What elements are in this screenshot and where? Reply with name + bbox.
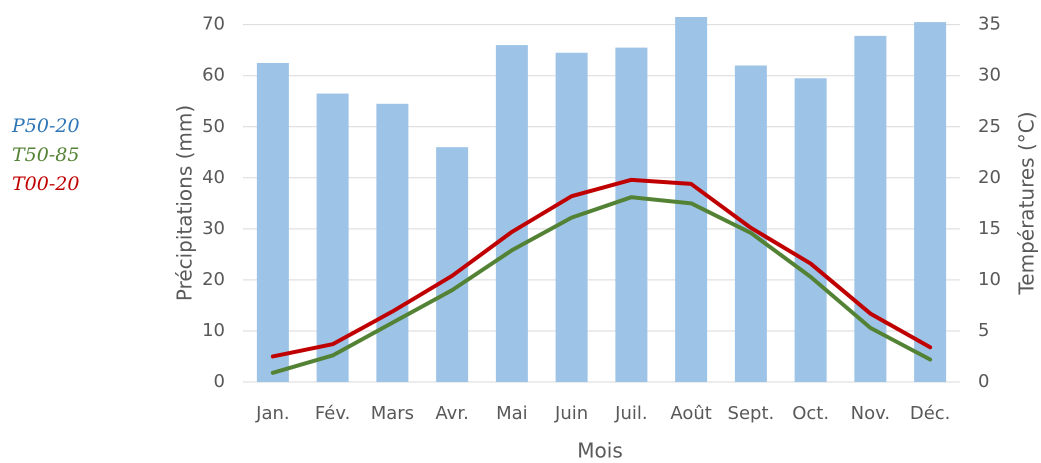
y-tick-label: 0 (214, 371, 225, 392)
legend-entry: P50-20 (11, 115, 80, 137)
bar (734, 65, 767, 382)
y2-tick-label: 25 (978, 116, 1001, 137)
x-tick-label: Déc. (910, 403, 951, 424)
bar (376, 103, 409, 383)
y2-tick-label: 20 (978, 167, 1001, 188)
x-tick-label: Juil. (614, 403, 647, 424)
x-tick-label: Avr. (435, 403, 468, 424)
y2-tick-label: 0 (978, 371, 989, 392)
y2-tick-label: 15 (978, 218, 1001, 239)
y-tick-label: 50 (202, 116, 225, 137)
x-tick-label: Juin (554, 403, 588, 424)
x-tick-label: Jan. (255, 403, 289, 424)
line (270, 177, 933, 359)
line (270, 195, 933, 375)
x-axis-label: Mois (577, 439, 622, 463)
x-tick-label: Mars (371, 403, 414, 424)
legend-entry: T50-85 (12, 144, 79, 166)
y2-tick-label: 30 (978, 65, 1001, 86)
bar (256, 62, 289, 382)
y-tick-label: 70 (202, 14, 225, 35)
bar (914, 22, 947, 383)
y-tick-label: 20 (202, 269, 225, 290)
y-axis-label: Précipitations (mm) (173, 105, 197, 301)
y-tick-label: 40 (202, 167, 225, 188)
bar (316, 93, 349, 382)
x-tick-label: Oct. (792, 403, 829, 424)
y2-tick-label: 35 (978, 14, 1001, 35)
x-tick-label: Mai (496, 403, 528, 424)
y-tick-label: 10 (202, 320, 225, 341)
y2-axis-label: Températures (°C) (1015, 111, 1039, 295)
y2-tick-label: 5 (978, 320, 989, 341)
bar (794, 78, 827, 383)
bar (436, 147, 469, 382)
x-tick-label: Fév. (315, 403, 350, 424)
y-tick-label: 30 (202, 218, 225, 239)
y-tick-label: 60 (202, 65, 225, 86)
x-tick-label: Nov. (851, 403, 890, 424)
x-tick-label: Août (670, 403, 711, 424)
bar (854, 35, 887, 382)
bar (495, 45, 528, 382)
y2-tick-label: 10 (978, 269, 1001, 290)
x-tick-label: Sept. (728, 403, 775, 424)
bar (615, 47, 648, 383)
bar (675, 17, 708, 382)
legend-entry: T00-20 (12, 173, 79, 195)
